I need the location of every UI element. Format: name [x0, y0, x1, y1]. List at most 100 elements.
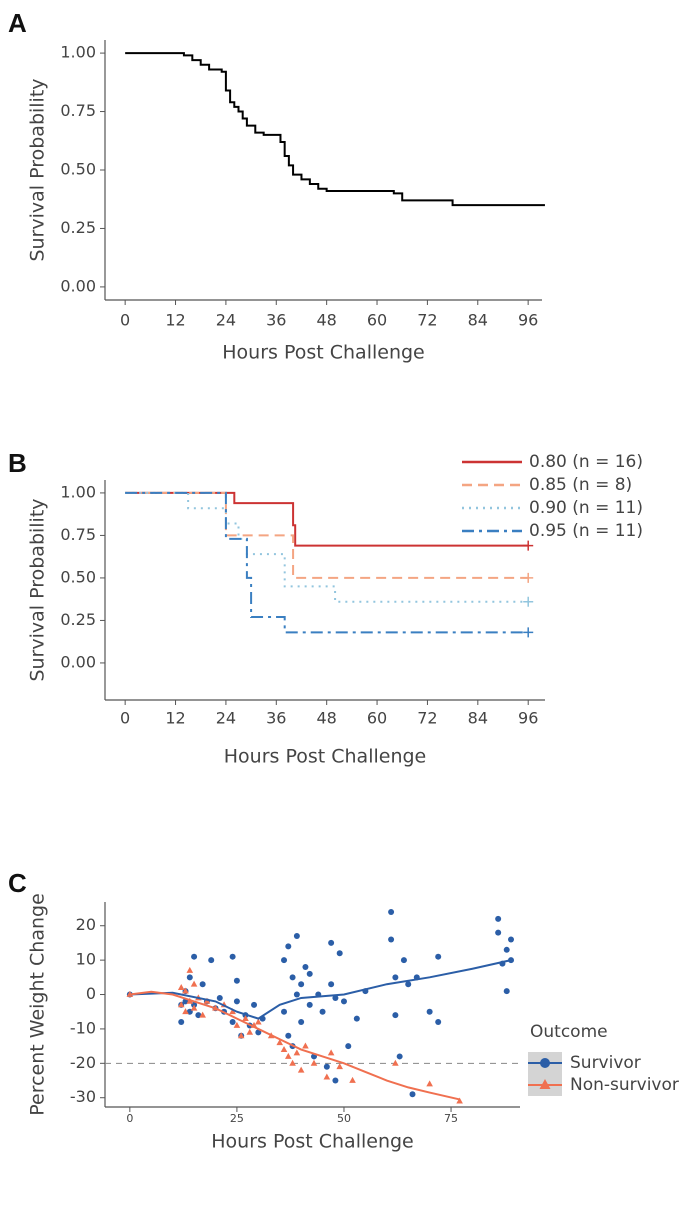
- legend-label: 0.90 (n = 11): [529, 498, 643, 518]
- point: [233, 977, 240, 984]
- x-tick-label: 96: [518, 709, 538, 728]
- x-tick-label: 0: [126, 1112, 133, 1125]
- point: [186, 974, 193, 981]
- point: [336, 950, 343, 957]
- point: [177, 1001, 185, 1008]
- x-tick-label: 72: [417, 709, 437, 728]
- point: [426, 1008, 433, 1015]
- y-tick-label: -10: [70, 1018, 96, 1037]
- point: [392, 1059, 399, 1066]
- point: [435, 1019, 442, 1026]
- point: [345, 1043, 352, 1050]
- x-tick-label: 12: [165, 709, 185, 728]
- x-tick-label: 0: [120, 311, 130, 330]
- point: [340, 998, 347, 1005]
- point: [306, 970, 313, 977]
- x-tick-label: 48: [316, 311, 336, 330]
- point: [242, 1015, 249, 1022]
- point: [298, 1019, 305, 1026]
- point: [289, 974, 296, 981]
- point: [405, 981, 412, 988]
- point: [298, 981, 305, 988]
- y-tick-label: -20: [70, 1053, 96, 1072]
- point: [190, 980, 198, 987]
- point: [388, 908, 395, 915]
- point: [285, 943, 292, 950]
- x-tick-label: 24: [216, 311, 236, 330]
- point: [199, 981, 206, 988]
- point: [327, 1049, 335, 1056]
- y-axis-title: Survival Probability: [27, 78, 49, 261]
- point: [293, 991, 300, 998]
- panel-letter: C: [8, 868, 27, 898]
- point: [229, 953, 236, 960]
- point: [182, 1008, 189, 1015]
- point: [237, 1032, 245, 1039]
- point: [302, 964, 309, 971]
- point: [392, 1012, 399, 1019]
- x-tick-label: 96: [518, 311, 538, 330]
- y-tick-label: 0.25: [60, 218, 96, 237]
- point: [293, 1049, 301, 1056]
- point: [229, 1008, 236, 1015]
- legend-label: Non-survivor: [570, 1075, 679, 1095]
- point: [297, 1066, 305, 1073]
- panel-letter: A: [8, 8, 27, 38]
- point: [426, 1080, 433, 1087]
- point: [323, 1063, 330, 1070]
- point: [229, 1019, 236, 1026]
- y-tick-label: 0.00: [60, 652, 96, 671]
- y-tick-label: 0.50: [60, 567, 96, 586]
- x-tick-label: 0: [120, 709, 130, 728]
- y-tick-label: 0: [86, 984, 96, 1003]
- point: [251, 1001, 258, 1008]
- point: [281, 957, 288, 964]
- point: [182, 987, 189, 994]
- censor-mark: [523, 627, 534, 638]
- point: [178, 1019, 185, 1026]
- point: [456, 1097, 463, 1104]
- point: [503, 988, 510, 995]
- point: [323, 1073, 331, 1080]
- y-tick-label: 10: [76, 950, 96, 969]
- point: [191, 953, 198, 960]
- point: [508, 957, 515, 964]
- survival-curve: [125, 52, 545, 207]
- point: [332, 994, 339, 1001]
- y-axis-title: Percent Weight Change: [27, 893, 49, 1116]
- x-axis-title: Hours Post Challenge: [222, 342, 425, 364]
- survival-curve: [125, 491, 529, 547]
- x-tick-label: 60: [367, 311, 387, 330]
- x-axis-title: Hours Post Challenge: [224, 746, 427, 768]
- trend-line: [129, 990, 460, 1101]
- y-tick-label: 20: [76, 915, 96, 934]
- trend-line: [129, 959, 512, 1020]
- point: [255, 1029, 262, 1036]
- point: [177, 984, 185, 991]
- x-tick-label: 50: [337, 1112, 351, 1125]
- y-tick-label: 0.75: [60, 525, 96, 544]
- survival-curve: [125, 491, 529, 603]
- point: [276, 1039, 284, 1046]
- legend-label: Survivor: [570, 1053, 641, 1073]
- x-tick-label: 75: [444, 1112, 458, 1125]
- point: [310, 1059, 318, 1066]
- legend-marker: [540, 1058, 550, 1068]
- x-tick-label: 36: [266, 311, 286, 330]
- panel-letter: B: [8, 448, 27, 478]
- point: [353, 1015, 360, 1022]
- y-tick-label: 0.50: [60, 160, 96, 179]
- point: [302, 1042, 309, 1049]
- x-tick-label: 60: [367, 709, 387, 728]
- y-tick-label: 1.00: [60, 482, 96, 501]
- point: [319, 1008, 326, 1015]
- point: [328, 939, 335, 946]
- point: [216, 994, 223, 1001]
- x-tick-label: 48: [316, 709, 336, 728]
- x-tick-label: 72: [417, 311, 437, 330]
- y-tick-label: -30: [70, 1087, 96, 1106]
- legend-label: 0.95 (n = 11): [529, 521, 643, 541]
- censor-mark: [523, 596, 534, 607]
